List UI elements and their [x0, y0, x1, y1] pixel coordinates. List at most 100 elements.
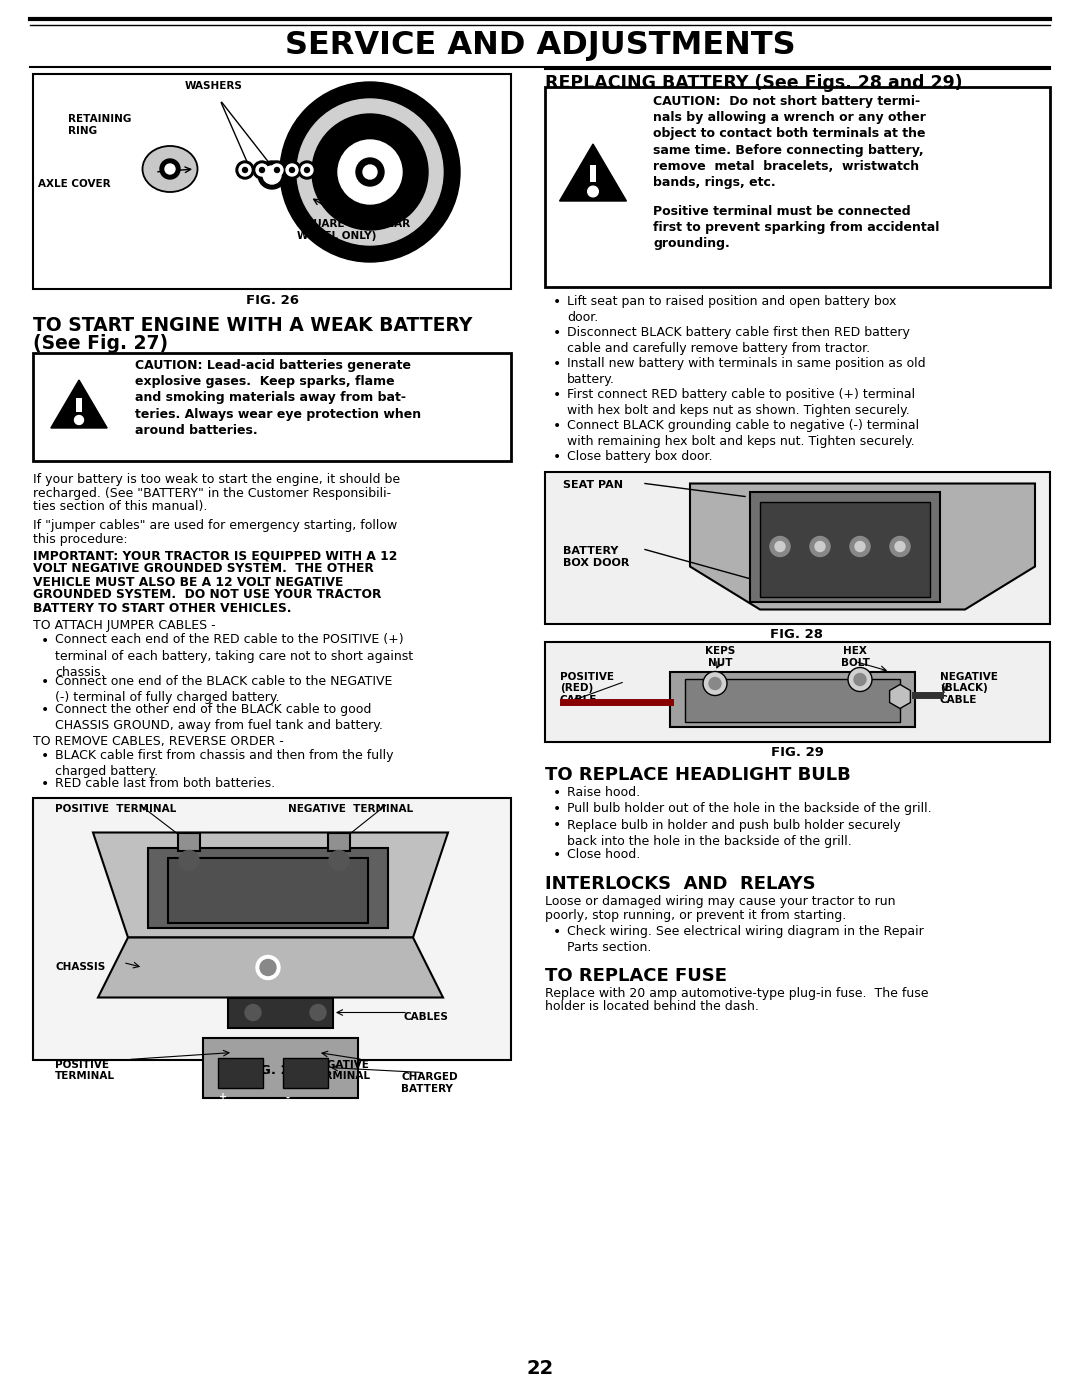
Text: CHASSIS: CHASSIS: [55, 963, 105, 972]
Polygon shape: [559, 144, 626, 201]
Text: 50J: 50J: [729, 700, 742, 708]
Text: FIG. 28: FIG. 28: [770, 629, 824, 641]
Text: •: •: [553, 388, 562, 402]
Text: this procedure:: this procedure:: [33, 534, 127, 546]
Text: Replace bulb in holder and push bulb holder securely
back into the hole in the b: Replace bulb in holder and push bulb hol…: [567, 819, 901, 848]
Text: FIG. 29: FIG. 29: [770, 746, 823, 760]
FancyBboxPatch shape: [545, 87, 1050, 286]
Text: FIG. 27: FIG. 27: [245, 1065, 298, 1077]
Circle shape: [260, 960, 276, 975]
FancyBboxPatch shape: [33, 798, 511, 1059]
FancyBboxPatch shape: [33, 353, 511, 461]
Circle shape: [848, 668, 872, 692]
Text: VOLT NEGATIVE GROUNDED SYSTEM.  THE OTHER: VOLT NEGATIVE GROUNDED SYSTEM. THE OTHER: [33, 563, 374, 576]
Circle shape: [245, 1004, 261, 1020]
Text: poorly, stop running, or prevent it from starting.: poorly, stop running, or prevent it from…: [545, 908, 847, 922]
Text: FIG. 26: FIG. 26: [245, 293, 298, 307]
FancyBboxPatch shape: [328, 833, 350, 851]
Text: RED cable last from both batteries.: RED cable last from both batteries.: [55, 777, 275, 789]
Circle shape: [329, 851, 349, 870]
Text: •: •: [553, 450, 562, 464]
Text: BATTERY TO START OTHER VEHICLES.: BATTERY TO START OTHER VEHICLES.: [33, 602, 292, 615]
Text: •: •: [41, 749, 50, 763]
Circle shape: [305, 168, 310, 172]
Text: If your battery is too weak to start the engine, it should be: If your battery is too weak to start the…: [33, 474, 400, 486]
Text: •: •: [553, 802, 562, 816]
Text: POSITIVE
TERMINAL: POSITIVE TERMINAL: [55, 1059, 114, 1081]
Circle shape: [179, 851, 199, 870]
Text: •: •: [553, 419, 562, 433]
Text: •: •: [41, 777, 50, 791]
Text: TO ATTACH JUMPER CABLES -: TO ATTACH JUMPER CABLES -: [33, 619, 216, 633]
Text: -: -: [286, 1092, 291, 1102]
Text: •: •: [553, 785, 562, 799]
Text: •: •: [41, 675, 50, 689]
Circle shape: [259, 168, 265, 172]
Text: First connect RED battery cable to positive (+) terminal
with hex bolt and keps : First connect RED battery cable to posit…: [567, 388, 915, 418]
Text: Raise hood.: Raise hood.: [567, 785, 640, 799]
Circle shape: [256, 956, 280, 979]
Text: Install new battery with terminals in same position as old
battery.: Install new battery with terminals in sa…: [567, 358, 926, 386]
Text: Pull bulb holder out of the hole in the backside of the grill.: Pull bulb holder out of the hole in the …: [567, 802, 932, 814]
Ellipse shape: [143, 147, 198, 191]
Text: +: +: [185, 894, 193, 904]
Circle shape: [850, 536, 870, 556]
Text: Lift seat pan to raised position and open battery box
door.: Lift seat pan to raised position and ope…: [567, 295, 896, 324]
Text: (See Fig. 27): (See Fig. 27): [33, 334, 168, 353]
Circle shape: [237, 161, 254, 179]
FancyBboxPatch shape: [178, 833, 200, 851]
Text: SEAT PAN: SEAT PAN: [563, 479, 623, 489]
FancyBboxPatch shape: [545, 472, 1050, 623]
Text: Close battery box door.: Close battery box door.: [567, 450, 713, 462]
Text: INTERLOCKS  AND  RELAYS: INTERLOCKS AND RELAYS: [545, 875, 815, 893]
Text: AXLE COVER: AXLE COVER: [38, 179, 110, 189]
Polygon shape: [51, 380, 107, 427]
FancyBboxPatch shape: [203, 1038, 357, 1098]
Text: Close hood.: Close hood.: [567, 848, 640, 862]
Text: NEGATIVE
TERMINAL: NEGATIVE TERMINAL: [311, 1059, 372, 1081]
Circle shape: [280, 82, 460, 263]
Text: RETAINING
RING: RETAINING RING: [68, 115, 132, 136]
Text: NEGATIVE
(BLACK)
CABLE: NEGATIVE (BLACK) CABLE: [940, 672, 998, 704]
Text: TO REMOVE CABLES, REVERSE ORDER -: TO REMOVE CABLES, REVERSE ORDER -: [33, 735, 284, 747]
Text: TO REPLACE HEADLIGHT BULB: TO REPLACE HEADLIGHT BULB: [545, 766, 851, 784]
Polygon shape: [690, 483, 1035, 609]
Circle shape: [268, 161, 286, 179]
Text: Replace with 20 amp automotive-type plug-in fuse.  The fuse: Replace with 20 amp automotive-type plug…: [545, 988, 929, 1000]
FancyBboxPatch shape: [760, 502, 930, 597]
Circle shape: [239, 163, 251, 176]
Circle shape: [301, 163, 313, 176]
Text: POSITIVE
(RED)
CABLE: POSITIVE (RED) CABLE: [561, 672, 615, 704]
Circle shape: [271, 163, 283, 176]
Circle shape: [810, 536, 831, 556]
Text: Connect the other end of the BLACK cable to good
CHASSIS GROUND, away from fuel : Connect the other end of the BLACK cable…: [55, 703, 383, 732]
Text: Connect BLACK grounding cable to negative (-) terminal
with remaining hex bolt a: Connect BLACK grounding cable to negativ…: [567, 419, 919, 448]
Circle shape: [338, 140, 402, 204]
Circle shape: [770, 536, 789, 556]
Text: •: •: [553, 848, 562, 862]
Text: SQUARE KEY (REAR
WHEEL ONLY): SQUARE KEY (REAR WHEEL ONLY): [297, 219, 410, 240]
Circle shape: [890, 536, 910, 556]
Circle shape: [258, 161, 286, 189]
FancyBboxPatch shape: [168, 858, 368, 922]
FancyBboxPatch shape: [545, 641, 1050, 742]
Text: BLACK cable first from chassis and then from the fully
charged battery.: BLACK cable first from chassis and then …: [55, 749, 393, 778]
FancyBboxPatch shape: [218, 1058, 264, 1087]
Circle shape: [286, 163, 298, 176]
Circle shape: [356, 158, 384, 186]
Text: •: •: [553, 925, 562, 939]
Circle shape: [312, 115, 428, 231]
Text: +: +: [219, 1092, 227, 1102]
FancyBboxPatch shape: [76, 398, 82, 412]
Circle shape: [708, 678, 721, 690]
Circle shape: [310, 1004, 326, 1020]
Circle shape: [264, 166, 281, 184]
Text: ties section of this manual).: ties section of this manual).: [33, 500, 207, 513]
Text: CABLES: CABLES: [403, 1013, 448, 1023]
FancyBboxPatch shape: [33, 74, 511, 289]
Circle shape: [854, 673, 866, 686]
Text: TO START ENGINE WITH A WEAK BATTERY: TO START ENGINE WITH A WEAK BATTERY: [33, 316, 472, 335]
Circle shape: [253, 161, 271, 179]
Text: Positive terminal must be connected
first to prevent sparking from accidental
gr: Positive terminal must be connected firs…: [653, 205, 940, 250]
Text: HEX
BOLT: HEX BOLT: [840, 647, 869, 668]
